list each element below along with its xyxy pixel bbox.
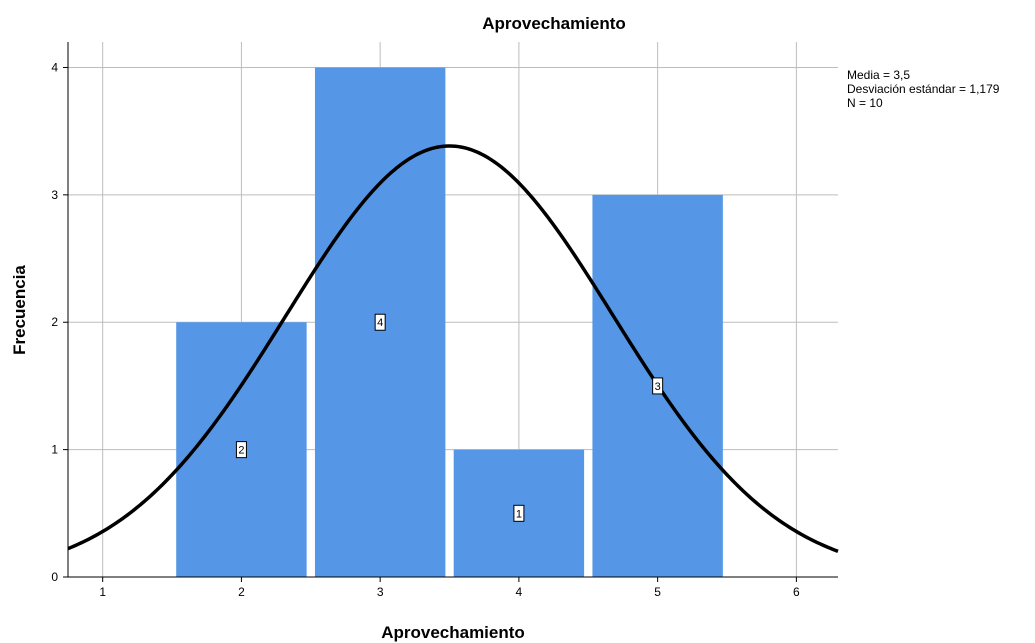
data-label-frame [235,441,247,459]
data-label-frame [652,377,664,395]
axes: 0 1 2 3 4 1 2 3 4 5 6 [51,42,838,599]
data-label-box: 3 [652,377,664,395]
x-tick-label: 3 [377,585,384,599]
y-tick-label: 1 [51,443,58,457]
stats-mean: Media = 3,5 [847,68,910,82]
stats-std-dev: Desviación estándar = 1,179 [847,82,1000,96]
data-label: 2 [238,445,244,457]
data-labels: 2 4 1 3 [235,313,664,522]
stats-box: Media = 3,5 Desviación estándar = 1,179 … [847,68,1000,110]
y-tick-label: 3 [51,188,58,202]
x-tick-label: 2 [238,585,245,599]
data-label-box: 1 [513,504,525,522]
y-tick-label: 0 [51,570,58,584]
y-tick-label: 4 [51,60,58,74]
data-label-frame [374,313,386,331]
stats-n: N = 10 [847,96,883,110]
data-label: 4 [377,317,383,329]
x-axis-title: Aprovechamiento [381,623,525,642]
chart-title: Aprovechamiento [482,14,626,33]
x-tick-label: 5 [654,585,661,599]
y-axis-title: Frecuencia [10,265,29,355]
data-label-frame [513,504,525,522]
data-label: 1 [516,508,522,520]
x-tick-label: 4 [516,585,523,599]
x-tick-label: 6 [793,585,800,599]
data-label-box: 4 [374,313,386,331]
data-label-box: 2 [235,441,247,459]
normal-curve [67,144,839,553]
data-label: 3 [655,381,661,393]
y-tick-label: 2 [51,315,58,329]
normal-curve-layer [67,144,839,553]
x-tick-label: 1 [99,585,106,599]
